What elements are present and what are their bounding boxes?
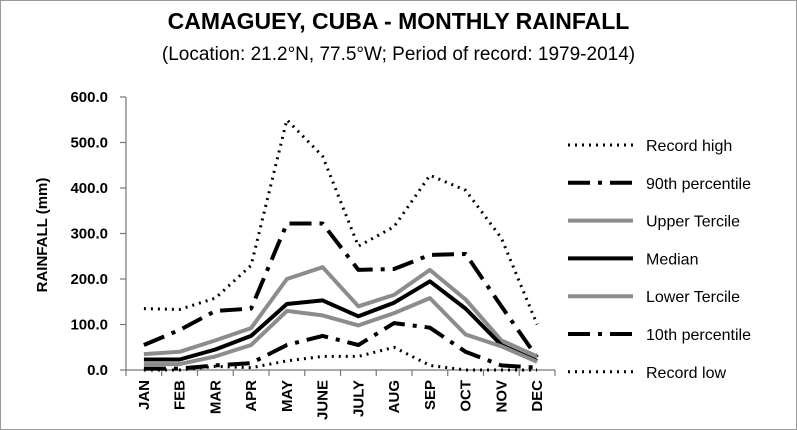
x-tick-label: SEP (422, 380, 439, 410)
series-line-90th-percentile (143, 221, 539, 359)
series-line-upper-tercile (143, 265, 538, 359)
y-tick-label: 100.0 (70, 317, 108, 334)
legend-label: Lower Tercile (646, 289, 740, 306)
x-tick-label: APR (243, 380, 260, 412)
x-tick-label: NOV (493, 380, 510, 413)
x-tick-label: MAY (279, 380, 296, 412)
series-line-lower-tercile (143, 296, 538, 367)
series-line-median (143, 279, 538, 363)
y-tick-label: 600.0 (70, 89, 108, 106)
x-tick-label: FEB (172, 380, 189, 410)
y-tick-label: 0.0 (87, 362, 108, 379)
x-tick-label: JUNE (315, 380, 332, 420)
y-tick-label: 200.0 (70, 271, 108, 288)
chart-legend: Record high 90th percentile Upper Tercile M… (568, 138, 751, 382)
legend-label: Median (646, 251, 698, 268)
y-tick-label: 300.0 (70, 226, 108, 243)
chart-subtitle: (Location: 21.2°N, 77.5°W; Period of rec… (161, 44, 636, 65)
legend-label: Record low (646, 365, 726, 382)
chart-series-layer (143, 118, 539, 372)
series-line-record-high (143, 118, 539, 326)
series-line-record-low (143, 345, 538, 372)
x-tick-label: DEC (529, 380, 546, 412)
chart-axes: 0.0 100.0 200.0 300.0 400.0 500.0 600.0 JAN FEB M… (70, 89, 556, 420)
x-tick-label: JULY (350, 380, 367, 417)
y-tick-label: 500.0 (70, 135, 108, 152)
legend-label: 10th percentile (646, 327, 751, 344)
legend-label: Upper Tercile (646, 214, 740, 231)
x-tick-label: OCT (458, 380, 475, 412)
legend-label: Record high (646, 138, 732, 155)
x-tick-label: AUG (386, 380, 403, 413)
x-tick-label: MAR (207, 380, 224, 414)
series-line-10th-percentile (143, 321, 538, 371)
y-tick-label: 400.0 (70, 180, 108, 197)
legend-label: 90th percentile (646, 176, 751, 193)
y-axis-label: RAINFALL (mm) (34, 178, 51, 293)
chart-title: CAMAGUEY, CUBA - MONTHLY RAINFALL (167, 8, 630, 34)
x-tick-label: JAN (136, 380, 153, 410)
